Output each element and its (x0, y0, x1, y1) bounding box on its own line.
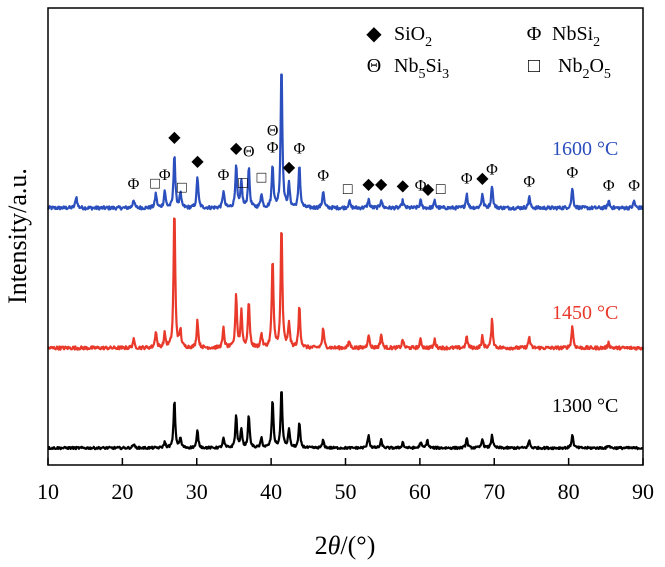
phase-marker: Φ (267, 139, 279, 156)
phase-marker: ◆ (283, 159, 296, 176)
phase-marker: Φ (128, 176, 140, 193)
phase-marker: Φ (461, 170, 473, 187)
phase-marker: Φ (566, 165, 578, 182)
phase-marker: Φ (159, 167, 171, 184)
phase-marker: □ (177, 180, 187, 197)
series-labels: 1600 °C 1450 °C 1300 °C (552, 138, 618, 417)
x-tick-label: 10 (37, 479, 59, 504)
x-tick-label: 90 (632, 479, 654, 504)
legend-label: Nb2O5 (558, 55, 611, 82)
y-axis-title: Intensity/a.u. (3, 168, 32, 304)
phase-marker: Φ (415, 178, 427, 195)
phase-marker: Φ (628, 178, 640, 195)
phase-marker: ◆ (397, 178, 410, 195)
phase-marker: Φ (603, 178, 615, 195)
series-line-2 (47, 391, 644, 451)
phase-marker: ◆ (191, 153, 204, 170)
phase-marker: Φ (294, 141, 306, 158)
series-label: 1450 °C (552, 302, 618, 324)
phase-marker: □ (343, 181, 353, 198)
series-line-0 (47, 73, 644, 211)
phase-marker: Φ (317, 167, 329, 184)
x-tick-label: 80 (558, 479, 580, 504)
legend-label: SiO2 (394, 23, 432, 50)
x-tick-label: 20 (111, 479, 133, 504)
legend-symbol: ◆ (366, 23, 382, 45)
phase-marker: ◆ (230, 140, 243, 157)
legend-symbol: Φ (527, 23, 542, 45)
series-line-1 (47, 217, 644, 351)
phase-marker: □ (238, 175, 248, 192)
xrd-traces (47, 73, 644, 451)
phase-marker: □ (257, 169, 267, 186)
phase-marker: ◆ (168, 129, 181, 146)
phase-marker: ◆ (476, 170, 489, 187)
legend-label: NbSi2 (552, 23, 600, 50)
phase-marker: ◆ (422, 181, 435, 198)
legend-label: Nb5Si3 (394, 55, 449, 82)
phase-marker: Φ (486, 162, 498, 179)
legend-symbol: □ (528, 55, 540, 77)
x-axis-title: 2θ/(°) (315, 531, 376, 560)
legend-symbol: Θ (367, 55, 381, 77)
phase-marker: □ (436, 181, 446, 198)
phase-marker: Θ (243, 143, 255, 160)
x-tick-label: 60 (409, 479, 431, 504)
phase-marker: □ (150, 175, 160, 192)
phase-marker: ◆ (362, 176, 375, 193)
x-tick-label: 40 (260, 479, 282, 504)
x-tick-label: 30 (186, 479, 208, 504)
series-label: 1300 °C (552, 395, 618, 417)
phase-marker: Φ (523, 173, 535, 190)
series-label: 1600 °C (552, 138, 618, 160)
phase-marker: Θ (267, 122, 279, 139)
x-tick-label: 50 (335, 479, 357, 504)
phase-marker: ◆ (375, 176, 388, 193)
phase-marker: Φ (218, 167, 230, 184)
x-tick-label: 70 (483, 479, 505, 504)
x-axis-ticks: 10 20 30 40 50 60 70 80 90 (37, 458, 654, 504)
legend: ◆ SiO2 Φ NbSi2 Θ Nb5Si3 □ Nb2O5 (366, 23, 611, 82)
